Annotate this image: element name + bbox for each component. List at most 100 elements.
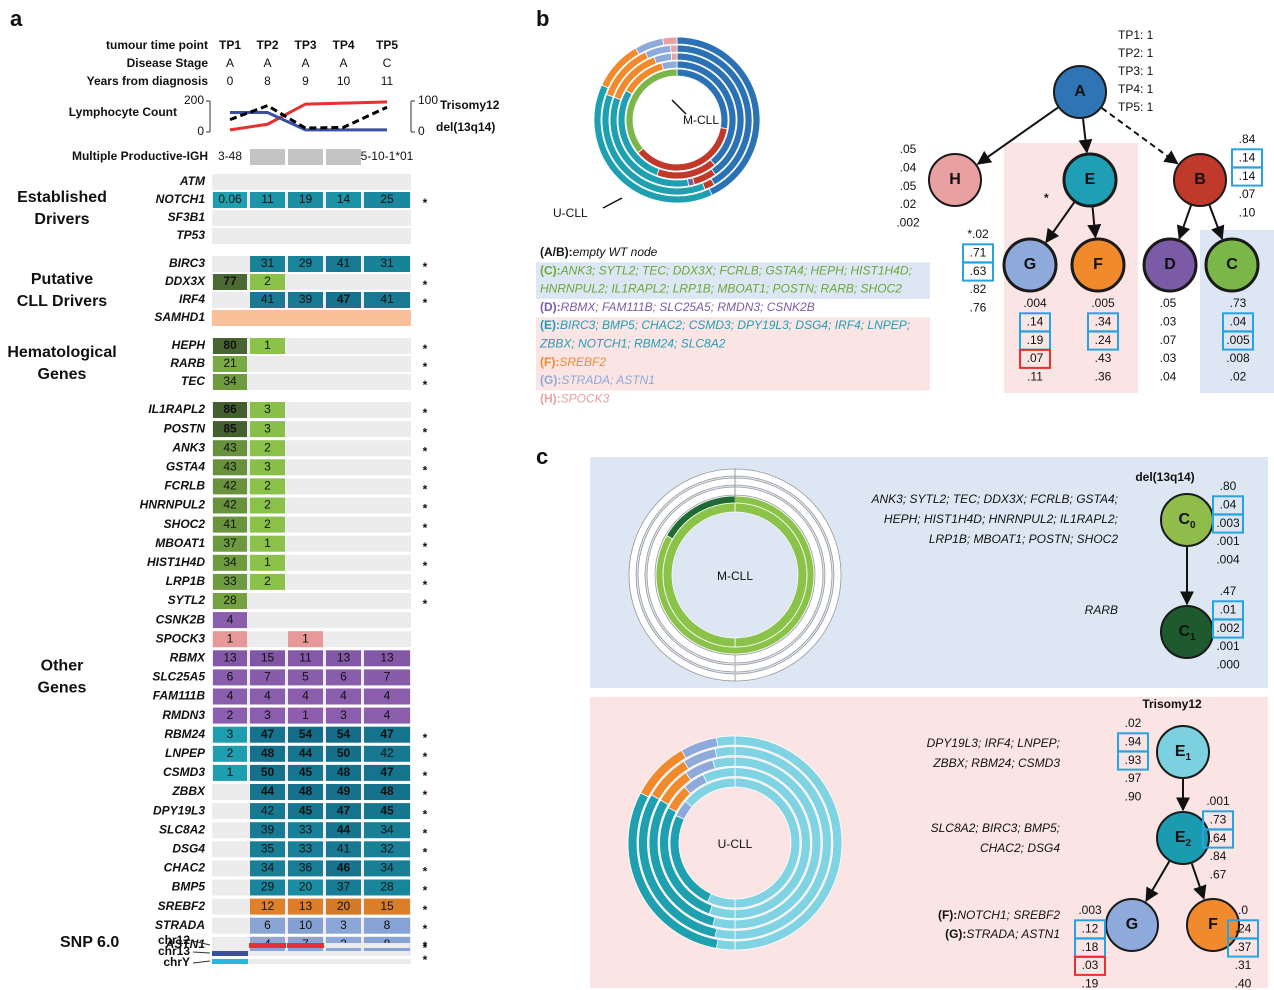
cell-value: 47 (380, 727, 394, 741)
cluster-title: Trisomy12 (1142, 697, 1202, 711)
cell-value: 43 (223, 459, 237, 473)
cell-value: 85 (223, 421, 237, 435)
cell-value: 42 (223, 498, 237, 512)
gene-name: MBOAT1 (155, 536, 205, 550)
tree-node (1173, 153, 1227, 207)
cell-value: 45 (380, 803, 394, 817)
cell-value: 2 (264, 517, 271, 531)
cell-value: 28 (380, 880, 394, 894)
ring-pointer (602, 197, 623, 209)
tree-edge (1190, 863, 1207, 900)
cell (364, 764, 410, 781)
cell (250, 256, 285, 272)
cell-value: 11 (299, 650, 312, 664)
cell-value: 5 (302, 670, 309, 684)
node-number: .03 (1160, 351, 1177, 365)
cell (250, 516, 285, 533)
node-number: .002 (896, 215, 920, 229)
node-label: C0 (1178, 511, 1196, 530)
cell-value: 50 (337, 746, 351, 760)
header-cell: TP4 (332, 38, 354, 52)
gene-list: SLC8A2; BIRC3; BMP5; (931, 821, 1060, 835)
tree-node (1062, 152, 1118, 208)
chromosome-bar (249, 943, 286, 948)
gene-name: SAMHD1 (154, 310, 205, 324)
legend-background (536, 353, 930, 373)
number-box (1227, 937, 1259, 958)
igh-text: 5-10-1*01 (361, 149, 414, 163)
significance-star: * (423, 807, 428, 821)
cell-value: 34 (261, 861, 275, 875)
tree-edge (1078, 118, 1093, 154)
node-number: .001 (1216, 534, 1240, 548)
cell-value: 3 (264, 708, 271, 722)
ring-label: M-CLL (683, 113, 719, 127)
cell-value: 20 (299, 880, 313, 894)
legend-line: HNRNPUL2; IL1RAPL2; LRP1B; MBOAT1; POSTN… (540, 282, 902, 296)
node-number: .02 (1125, 716, 1142, 730)
node-number: .71 (970, 245, 987, 259)
node-number: .04 (900, 160, 917, 174)
gene-name: SPOCK3 (156, 631, 206, 645)
header-label: tumour time point (106, 38, 208, 52)
header-cell: A (226, 56, 234, 70)
cell (250, 554, 285, 571)
group-label: Putative (31, 271, 93, 288)
row-background (212, 210, 411, 226)
gene-name: DDX3X (165, 274, 206, 288)
tree-node (1142, 237, 1198, 293)
node-label-sub: 1 (1190, 632, 1196, 643)
tree-node (1186, 898, 1240, 952)
legend-background (536, 372, 930, 391)
cell (250, 669, 285, 686)
cell (364, 688, 410, 705)
cell (250, 459, 285, 476)
cell-value: 31 (380, 256, 394, 270)
cell (326, 860, 361, 877)
cell (250, 478, 285, 495)
cell-value: 11 (261, 192, 274, 206)
chromosome-bar (212, 959, 248, 964)
cell-value: 33 (299, 841, 313, 855)
header-cell: 8 (264, 74, 271, 88)
node-label-main: G (1126, 916, 1138, 933)
plot-label: Lymphocyte Count (69, 105, 177, 119)
cell (326, 879, 361, 896)
cell-value: 13 (337, 650, 351, 664)
gene-list: RARB (1085, 603, 1118, 617)
series-line (230, 110, 387, 132)
cell (326, 764, 361, 781)
cell (213, 669, 247, 686)
tree-edge (1045, 201, 1076, 244)
node-number: .11 (1027, 369, 1043, 383)
gene-name: SYTL2 (168, 593, 206, 607)
node-number: .004 (1216, 552, 1240, 566)
node-number: .36 (1095, 369, 1112, 383)
tree-node (1156, 811, 1210, 865)
legend-key: (G): (540, 373, 561, 387)
significance-star: * (423, 731, 428, 745)
significance-star: * (423, 540, 428, 554)
significance-star: * (423, 260, 428, 274)
node-label-main: E (1085, 171, 1096, 188)
cell-value: 15 (380, 899, 394, 913)
row-background (212, 374, 411, 390)
node-label-main: D (1164, 256, 1176, 273)
cell (250, 440, 285, 457)
gene-name: DPY19L3 (153, 803, 205, 817)
cell (288, 192, 323, 208)
cell (213, 573, 247, 590)
cell-value: 46 (337, 861, 351, 875)
node-number: .005 (1226, 333, 1250, 347)
cell (288, 803, 323, 820)
cell-value: 3 (340, 708, 347, 722)
node-label-main: E (1175, 743, 1186, 760)
node-number: .63 (970, 264, 987, 278)
cell (364, 745, 410, 762)
number-box (1222, 330, 1254, 351)
cell-value: 31 (261, 256, 275, 270)
cell (213, 192, 247, 208)
cell-value: 1 (264, 555, 271, 569)
cell-value: 43 (223, 440, 237, 454)
cell (288, 879, 323, 896)
